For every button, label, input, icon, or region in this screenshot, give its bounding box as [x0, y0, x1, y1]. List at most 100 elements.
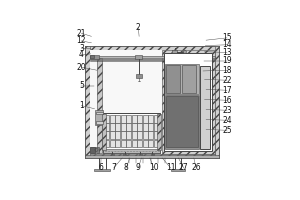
Bar	[137, 123, 142, 131]
Bar	[85, 46, 219, 50]
Bar	[95, 110, 104, 125]
Bar	[104, 131, 110, 139]
Bar	[90, 56, 215, 58]
Text: 21: 21	[76, 29, 86, 38]
Bar	[136, 74, 142, 78]
Text: 18: 18	[222, 66, 232, 75]
Text: 23: 23	[222, 106, 232, 115]
Text: 27: 27	[179, 163, 189, 172]
Circle shape	[183, 50, 186, 53]
Bar	[94, 169, 110, 171]
Bar	[102, 114, 106, 150]
Bar	[103, 113, 160, 153]
Text: 13: 13	[222, 48, 232, 57]
Bar	[139, 154, 142, 155]
Bar	[200, 66, 210, 149]
Bar	[110, 140, 115, 147]
Bar	[116, 123, 120, 131]
Text: 20: 20	[76, 63, 86, 72]
Bar	[142, 131, 148, 139]
Text: 8: 8	[124, 163, 128, 172]
Bar	[90, 147, 99, 153]
Bar	[166, 65, 180, 93]
Bar	[126, 123, 131, 131]
Bar	[182, 65, 196, 93]
Bar	[121, 115, 126, 123]
Bar	[154, 115, 158, 123]
Text: 6: 6	[98, 163, 103, 172]
Text: 9: 9	[136, 163, 141, 172]
Bar	[85, 46, 89, 158]
Bar	[116, 115, 120, 123]
Bar	[90, 147, 94, 153]
Bar	[164, 53, 212, 151]
Bar	[126, 131, 131, 139]
Bar	[148, 123, 153, 131]
Text: 4: 4	[79, 50, 84, 59]
Bar	[90, 55, 94, 58]
Text: 22: 22	[222, 76, 232, 85]
Bar	[126, 115, 131, 123]
Bar	[137, 140, 142, 147]
Bar	[89, 50, 215, 154]
Bar	[154, 140, 158, 147]
Bar	[151, 154, 154, 155]
Text: 12: 12	[76, 36, 86, 45]
Bar	[85, 154, 219, 158]
Text: 24: 24	[222, 116, 232, 125]
Bar	[104, 123, 110, 131]
Bar	[137, 131, 142, 139]
Bar	[111, 154, 114, 155]
Bar	[96, 121, 103, 124]
Bar	[104, 115, 110, 123]
Bar	[148, 115, 153, 123]
Text: 2: 2	[136, 23, 141, 32]
Text: 10: 10	[149, 163, 159, 172]
Text: 19: 19	[222, 56, 232, 65]
Bar	[104, 140, 110, 147]
Text: 14: 14	[222, 40, 232, 49]
Text: 15: 15	[222, 33, 232, 42]
Bar	[172, 169, 185, 171]
FancyBboxPatch shape	[172, 50, 178, 53]
Text: 25: 25	[222, 126, 232, 135]
Bar	[167, 96, 198, 147]
Bar	[142, 115, 148, 123]
Bar	[162, 50, 214, 154]
Bar	[90, 55, 99, 59]
Text: 7: 7	[111, 163, 116, 172]
Bar	[157, 114, 161, 150]
Bar	[132, 140, 137, 147]
Bar	[96, 112, 103, 114]
Bar	[110, 131, 115, 139]
Bar	[123, 154, 126, 155]
Bar	[121, 123, 126, 131]
Bar	[110, 115, 115, 123]
Text: 26: 26	[191, 163, 201, 172]
Bar	[103, 149, 160, 153]
Bar	[132, 131, 137, 139]
Text: 11: 11	[166, 163, 175, 172]
Text: 16: 16	[222, 96, 232, 105]
Text: 3: 3	[79, 44, 84, 53]
Bar	[116, 131, 120, 139]
Text: 1: 1	[79, 101, 84, 110]
Bar	[85, 46, 219, 158]
Bar	[85, 155, 219, 158]
Bar	[165, 64, 199, 94]
Bar	[97, 58, 101, 153]
Bar	[121, 131, 126, 139]
Bar	[142, 123, 148, 131]
Bar	[148, 140, 153, 147]
Bar	[148, 131, 153, 139]
Bar	[135, 55, 142, 59]
Text: 5: 5	[79, 81, 84, 90]
Bar	[154, 123, 158, 131]
Bar	[110, 123, 115, 131]
Bar	[142, 140, 148, 147]
Bar	[154, 131, 158, 139]
Bar	[121, 140, 126, 147]
Bar	[137, 115, 142, 123]
Bar	[116, 140, 120, 147]
Text: 17: 17	[222, 86, 232, 95]
